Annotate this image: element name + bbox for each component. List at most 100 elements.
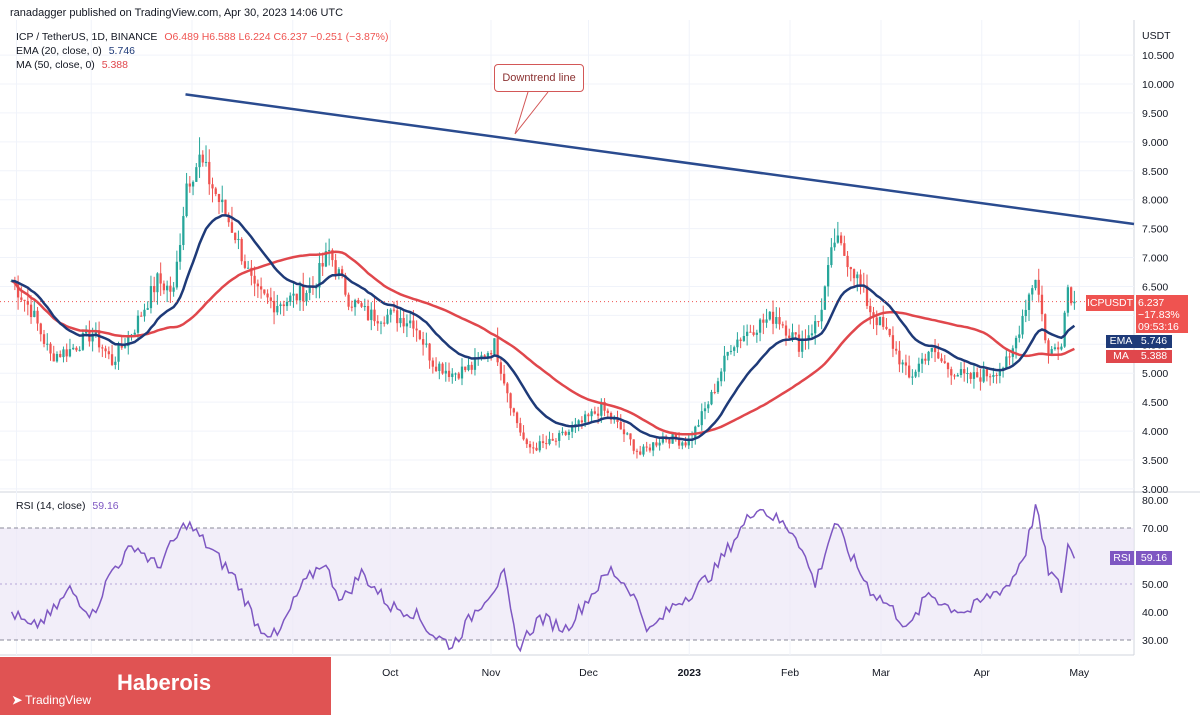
candle-body [117, 344, 120, 362]
candle-body [755, 332, 758, 335]
watermark-stamp: Haberois [117, 670, 212, 695]
candle-body [227, 215, 230, 223]
candle-body [1040, 294, 1044, 315]
candle-body [78, 349, 81, 351]
candle-body [593, 411, 596, 414]
candle-body [344, 275, 347, 295]
ema-20-line [11, 214, 1076, 442]
candle-body [405, 323, 409, 327]
candle-body [697, 425, 700, 427]
candle-body [1021, 316, 1024, 335]
candle-body [114, 361, 117, 365]
candle-body [895, 348, 898, 351]
candle-body [985, 369, 989, 377]
candle-body [616, 418, 619, 422]
candle-body [956, 374, 959, 377]
candle-body [826, 265, 830, 287]
rsi-tick-label: 70.00 [1142, 523, 1168, 535]
candle-body [933, 347, 937, 353]
candle-body [237, 238, 240, 241]
time-tick-label: Nov [482, 667, 501, 679]
candle-body [898, 350, 901, 365]
candle-body [758, 319, 762, 333]
candle-body [1037, 279, 1040, 295]
candle-body [674, 433, 677, 440]
price-tick-label: 8.000 [1142, 195, 1168, 207]
downtrend-callout-text: Downtrend line [502, 72, 576, 84]
candle-body [752, 332, 755, 335]
legend-ema-value: 5.746 [108, 45, 135, 57]
candle-body [221, 199, 224, 203]
candle-body [519, 423, 522, 433]
time-tick-label: 2023 [678, 667, 702, 679]
candle-body [402, 317, 405, 327]
candle-body [247, 267, 250, 269]
candle-body [749, 331, 752, 333]
candle-body [357, 300, 360, 304]
candle-body [658, 442, 661, 446]
candle-body [839, 235, 843, 244]
candle-body [464, 366, 467, 371]
candle-body [366, 306, 370, 321]
rsi-line [10, 504, 1076, 653]
axis-currency: USDT [1142, 30, 1171, 42]
candle-body [791, 332, 794, 339]
candle-body [81, 333, 85, 350]
candle-body [279, 304, 282, 307]
rsi-band [0, 527, 1134, 641]
candle-body [677, 439, 681, 446]
candle-body [995, 375, 998, 377]
candle-body [253, 275, 256, 284]
candle-body [946, 362, 950, 370]
legend-symbol: ICP / TetherUS, 1D, BINANCE [16, 31, 158, 43]
candle-body [976, 372, 979, 378]
ma-tag: MA [1106, 350, 1136, 363]
candle-body [269, 297, 272, 301]
candle-body [823, 286, 827, 310]
candle-body [768, 311, 771, 320]
candle-body [42, 334, 46, 344]
candle-body [707, 404, 710, 409]
candle-body [982, 369, 985, 382]
candle-body [1070, 287, 1073, 304]
candle-body [979, 377, 982, 382]
candle-body [379, 322, 383, 324]
candle-body [162, 283, 166, 291]
candle-body [483, 355, 486, 358]
candle-body [920, 358, 924, 364]
candle-body [891, 335, 895, 349]
time-tick-label: May [1069, 667, 1090, 679]
candle-body [159, 273, 162, 284]
candle-body [39, 323, 42, 335]
candle-body [684, 442, 687, 446]
candle-body [409, 320, 412, 324]
candle-body [457, 373, 460, 379]
candle-body [65, 349, 68, 357]
candle-body [266, 293, 269, 298]
candle-body [415, 328, 418, 331]
bar-countdown: 09:53:16 [1138, 321, 1179, 333]
candle-body [72, 347, 75, 350]
candle-body [315, 287, 318, 289]
candle-body [496, 338, 499, 363]
candle-body [428, 343, 431, 361]
candle-body [140, 315, 143, 317]
candle-body [146, 308, 149, 310]
candle-body [911, 376, 914, 378]
candle-body [101, 347, 104, 349]
candle-body [532, 447, 535, 449]
candle-body [298, 285, 302, 301]
candle-body [425, 343, 428, 345]
candle-body [444, 370, 447, 374]
candle-body [852, 269, 856, 279]
time-tick-label: Feb [781, 667, 799, 679]
candle-body [1063, 312, 1066, 347]
candle-body [541, 441, 545, 444]
rsi-tick-label: 40.00 [1142, 607, 1168, 619]
candle-body [639, 451, 642, 455]
candle-body [655, 442, 658, 446]
candle-body [20, 297, 23, 300]
candle-body [451, 373, 454, 377]
candle-body [52, 353, 55, 362]
